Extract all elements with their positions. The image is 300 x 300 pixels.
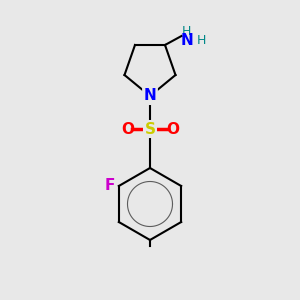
- Text: O: O: [121, 122, 134, 136]
- Text: N: N: [144, 88, 156, 104]
- Text: H: H: [196, 34, 206, 47]
- Text: N: N: [181, 33, 194, 48]
- Text: O: O: [166, 122, 179, 136]
- Text: S: S: [145, 122, 155, 136]
- Text: H: H: [181, 25, 191, 38]
- Text: F: F: [105, 178, 115, 194]
